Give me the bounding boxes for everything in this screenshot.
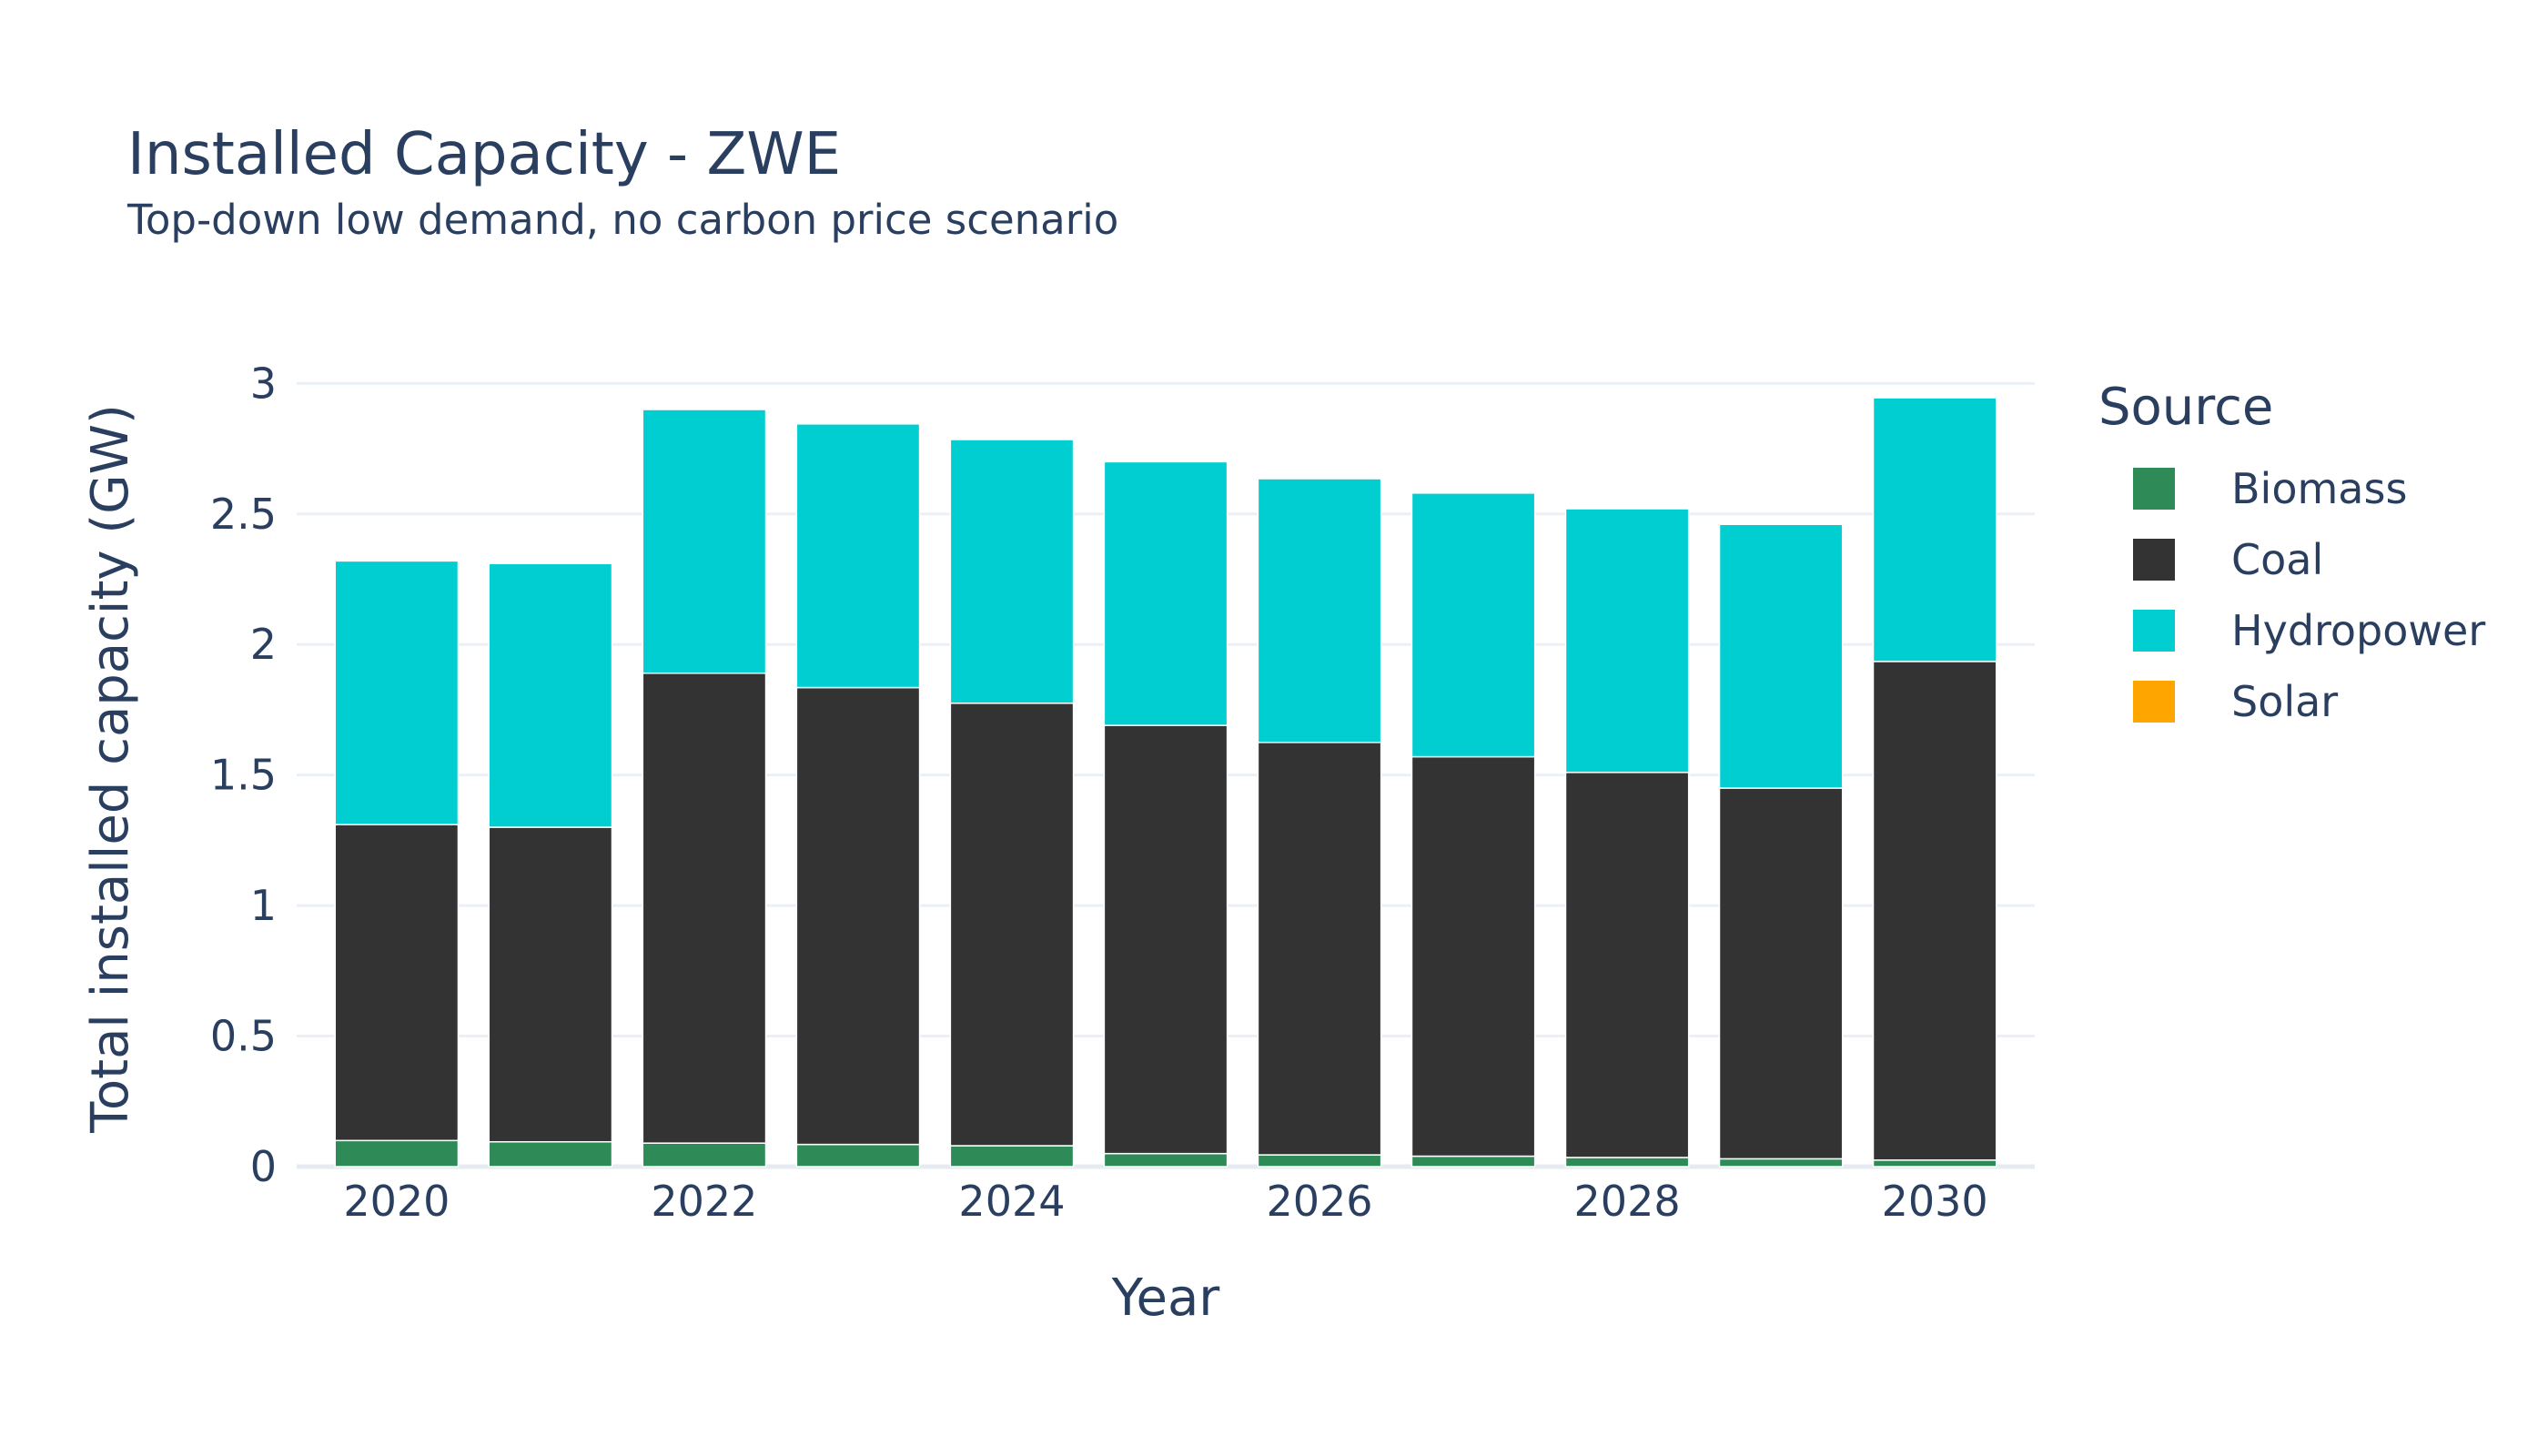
bar-coal-2028	[1564, 772, 1690, 1158]
x-tick-label: 2024	[958, 1177, 1065, 1226]
legend-swatch	[2133, 539, 2175, 581]
legend-swatch	[2133, 468, 2175, 510]
bar-coal-2021	[488, 826, 613, 1143]
legend-label: Hydropower	[2231, 606, 2486, 655]
legend-item-solar[interactable]: Solar	[2098, 666, 2485, 737]
chart-title: Installed Capacity - ZWE	[127, 121, 842, 188]
bar-coal-2029	[1718, 787, 1844, 1160]
bar-biomass-2023	[795, 1143, 921, 1168]
bar-coal-2025	[1103, 724, 1228, 1155]
bar-biomass-2027	[1410, 1155, 1536, 1168]
bar-hydropower-2029	[1718, 523, 1844, 789]
y-tick-label: 0	[250, 1142, 277, 1191]
x-tick-label: 2030	[1882, 1177, 1988, 1226]
bar-coal-2023	[795, 686, 921, 1146]
legend-label: Coal	[2231, 535, 2324, 584]
x-tick-label: 2020	[343, 1177, 450, 1226]
x-tick-label: 2026	[1266, 1177, 1372, 1226]
bar-hydropower-2021	[488, 562, 613, 828]
bar-hydropower-2028	[1564, 508, 1690, 774]
legend-title: Source	[2098, 378, 2274, 437]
legend-item-coal[interactable]: Coal	[2098, 524, 2485, 595]
x-tick-label: 2022	[651, 1177, 757, 1226]
legend: Source Biomass Coal Hydropower Solar	[2098, 382, 2485, 737]
bar-hydropower-2027	[1410, 492, 1536, 758]
bar-biomass-2020	[334, 1139, 460, 1168]
bar-biomass-2025	[1103, 1152, 1228, 1168]
legend-swatch	[2133, 610, 2175, 652]
bar-biomass-2028	[1564, 1157, 1690, 1168]
bar-coal-2026	[1257, 742, 1382, 1156]
bar-biomass-2026	[1257, 1154, 1382, 1168]
x-tick-label: 2028	[1574, 1177, 1681, 1226]
legend-swatch	[2133, 681, 2175, 723]
bar-hydropower-2022	[642, 409, 767, 674]
chart-subtitle: Top-down low demand, no carbon price sce…	[127, 196, 1119, 244]
bar-coal-2022	[642, 672, 767, 1144]
bar-hydropower-2023	[795, 423, 921, 689]
y-tick-label: 3	[250, 359, 277, 408]
legend-item-hydropower[interactable]: Hydropower	[2098, 595, 2485, 666]
y-tick-label: 1	[250, 881, 277, 930]
y-tick-label: 2.5	[210, 490, 277, 539]
bar-hydropower-2020	[334, 560, 460, 825]
bar-biomass-2021	[488, 1140, 613, 1168]
bar-hydropower-2026	[1257, 478, 1382, 743]
legend-label: Solar	[2231, 677, 2339, 726]
bar-biomass-2024	[949, 1145, 1075, 1168]
bar-coal-2027	[1410, 755, 1536, 1158]
y-tick-label: 0.5	[210, 1012, 277, 1061]
bar-hydropower-2024	[949, 439, 1075, 704]
y-tick-label: 1.5	[210, 751, 277, 800]
legend-item-biomass[interactable]: Biomass	[2098, 453, 2485, 524]
bar-hydropower-2025	[1103, 460, 1228, 726]
bar-biomass-2022	[642, 1142, 767, 1168]
x-axis-title: Year	[1111, 1269, 1221, 1328]
y-tick-label: 2	[250, 620, 277, 669]
bar-biomass-2029	[1718, 1158, 1844, 1168]
bar-coal-2030	[1872, 661, 1997, 1161]
bar-hydropower-2030	[1872, 397, 1997, 662]
bar-biomass-2030	[1872, 1159, 1997, 1168]
legend-label: Biomass	[2231, 464, 2408, 513]
bar-coal-2024	[949, 703, 1075, 1147]
y-axis-title: Total installed capacity (GW)	[81, 404, 140, 1134]
bar-coal-2020	[334, 824, 460, 1142]
